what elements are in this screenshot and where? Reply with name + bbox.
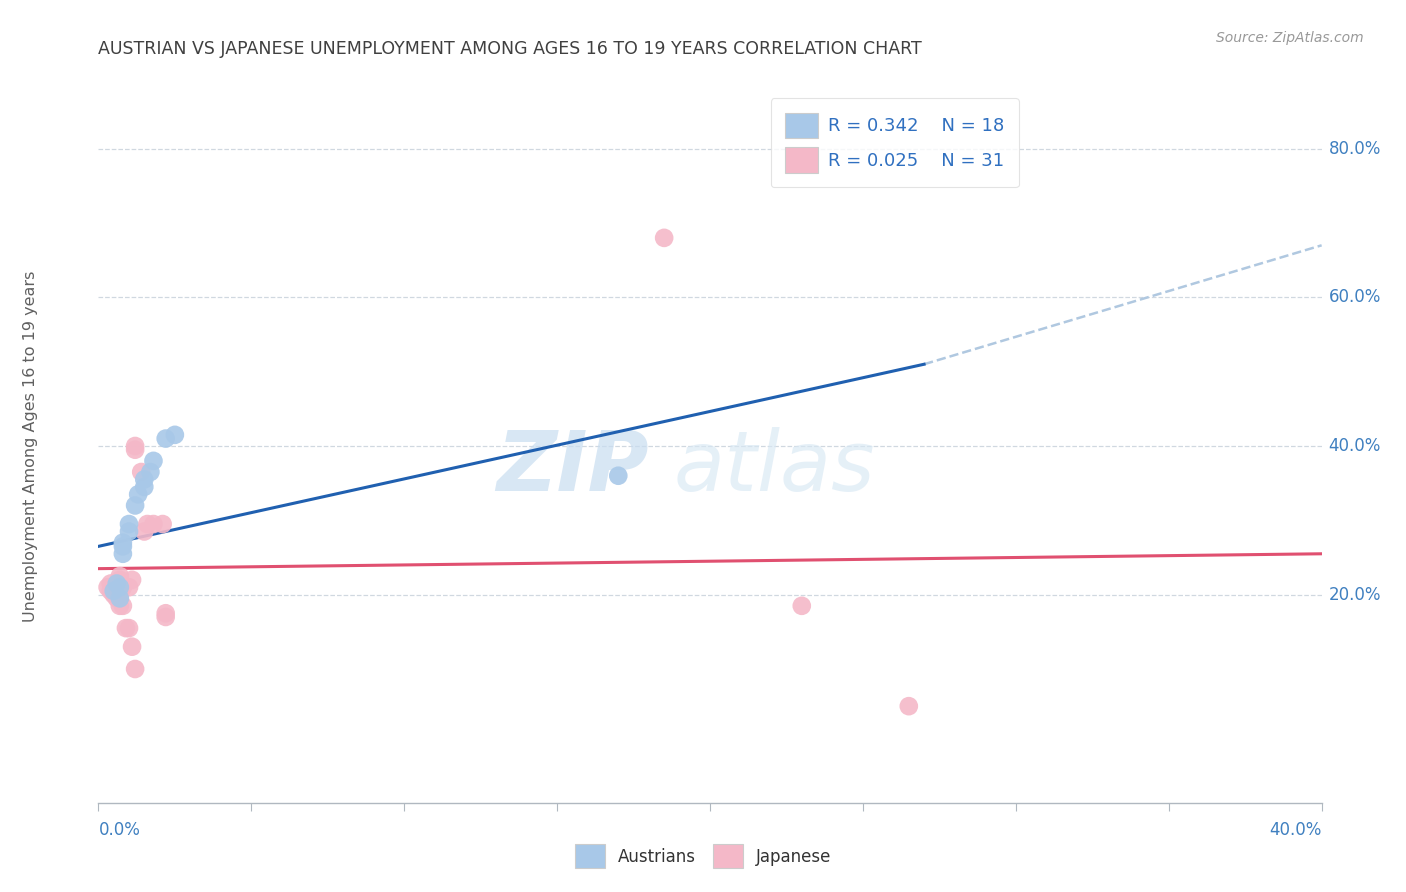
Text: ZIP: ZIP <box>496 427 648 508</box>
Point <box>108 580 131 594</box>
Point <box>124 499 146 513</box>
Point <box>111 539 134 553</box>
Point <box>118 580 141 594</box>
Point <box>163 427 186 442</box>
Point <box>111 580 134 594</box>
Point <box>155 610 177 624</box>
Point <box>103 580 125 594</box>
Point <box>152 516 174 531</box>
Point <box>121 640 143 654</box>
Text: 0.0%: 0.0% <box>98 822 141 839</box>
Point <box>105 576 128 591</box>
Point <box>118 621 141 635</box>
Point <box>111 599 134 613</box>
Text: Source: ZipAtlas.com: Source: ZipAtlas.com <box>1216 31 1364 45</box>
Point <box>155 432 177 446</box>
Point <box>121 573 143 587</box>
Point <box>134 473 156 487</box>
Point <box>108 591 131 606</box>
Point <box>111 547 134 561</box>
Point <box>124 442 146 457</box>
Point <box>100 576 122 591</box>
Point <box>103 583 125 598</box>
Text: 40.0%: 40.0% <box>1329 437 1381 455</box>
Point <box>142 516 165 531</box>
Point <box>139 465 162 479</box>
Text: atlas: atlas <box>673 427 875 508</box>
Legend: Austrians, Japanese: Austrians, Japanese <box>568 838 838 875</box>
Point <box>124 662 146 676</box>
Point <box>105 591 128 606</box>
Point <box>108 569 131 583</box>
Point <box>790 599 813 613</box>
Text: 40.0%: 40.0% <box>1270 822 1322 839</box>
Legend: R = 0.342    N = 18, R = 0.025    N = 31: R = 0.342 N = 18, R = 0.025 N = 31 <box>770 98 1019 187</box>
Point <box>652 231 675 245</box>
Point <box>100 583 122 598</box>
Point <box>134 480 156 494</box>
Point <box>155 607 177 621</box>
Point <box>97 580 120 594</box>
Point <box>118 524 141 539</box>
Point <box>115 621 138 635</box>
Point <box>129 465 152 479</box>
Text: 20.0%: 20.0% <box>1329 586 1381 604</box>
Point <box>134 524 156 539</box>
Point <box>103 588 125 602</box>
Point <box>108 599 131 613</box>
Point <box>897 699 920 714</box>
Point <box>105 588 128 602</box>
Point <box>607 468 630 483</box>
Point <box>108 573 131 587</box>
Point <box>124 439 146 453</box>
Point <box>127 487 149 501</box>
Text: AUSTRIAN VS JAPANESE UNEMPLOYMENT AMONG AGES 16 TO 19 YEARS CORRELATION CHART: AUSTRIAN VS JAPANESE UNEMPLOYMENT AMONG … <box>98 40 922 58</box>
Text: Unemployment Among Ages 16 to 19 years: Unemployment Among Ages 16 to 19 years <box>24 270 38 622</box>
Point <box>108 591 131 606</box>
Point <box>118 516 141 531</box>
Text: 80.0%: 80.0% <box>1329 140 1381 158</box>
Point <box>136 516 159 531</box>
Text: 60.0%: 60.0% <box>1329 288 1381 306</box>
Point <box>111 535 134 549</box>
Point <box>142 454 165 468</box>
